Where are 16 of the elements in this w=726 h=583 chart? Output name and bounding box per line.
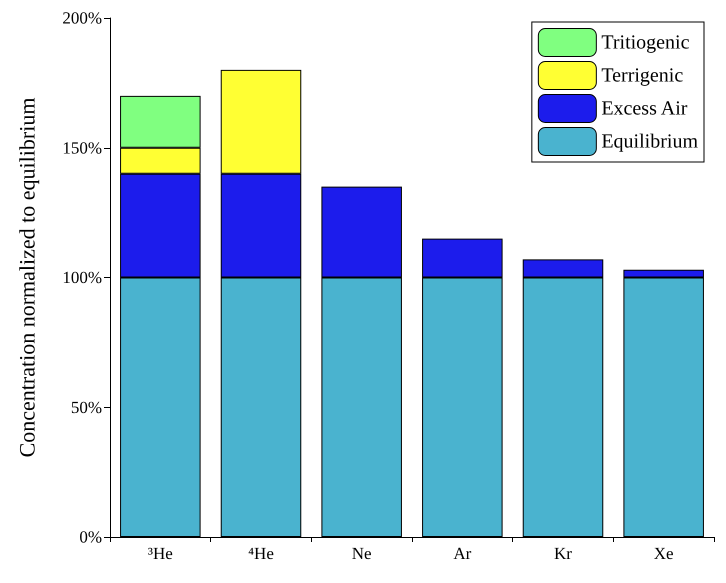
y-tick-label: 150% — [62, 138, 102, 158]
x-tick-label: Ne — [352, 544, 372, 563]
y-tick-label: 100% — [62, 268, 102, 287]
legend-label: Terrigenic — [601, 64, 684, 86]
x-tick-label: Ar — [453, 544, 472, 563]
legend-label: Equilibrium — [601, 130, 698, 152]
y-tick-label: 200% — [62, 8, 102, 28]
y-tick-label: 50% — [70, 398, 102, 417]
x-tick-label: Kr — [554, 544, 572, 563]
legend-label: Excess Air — [601, 98, 688, 120]
x-tick-label: ³He — [148, 544, 173, 563]
legend-label: Tritiogenic — [601, 32, 690, 54]
x-tick-label: Xe — [654, 544, 674, 563]
y-axis-title: Concentration normalized to equilibrium — [14, 98, 40, 458]
x-tick-label: ⁴He — [248, 544, 274, 563]
y-tick-label: 0% — [79, 528, 102, 546]
